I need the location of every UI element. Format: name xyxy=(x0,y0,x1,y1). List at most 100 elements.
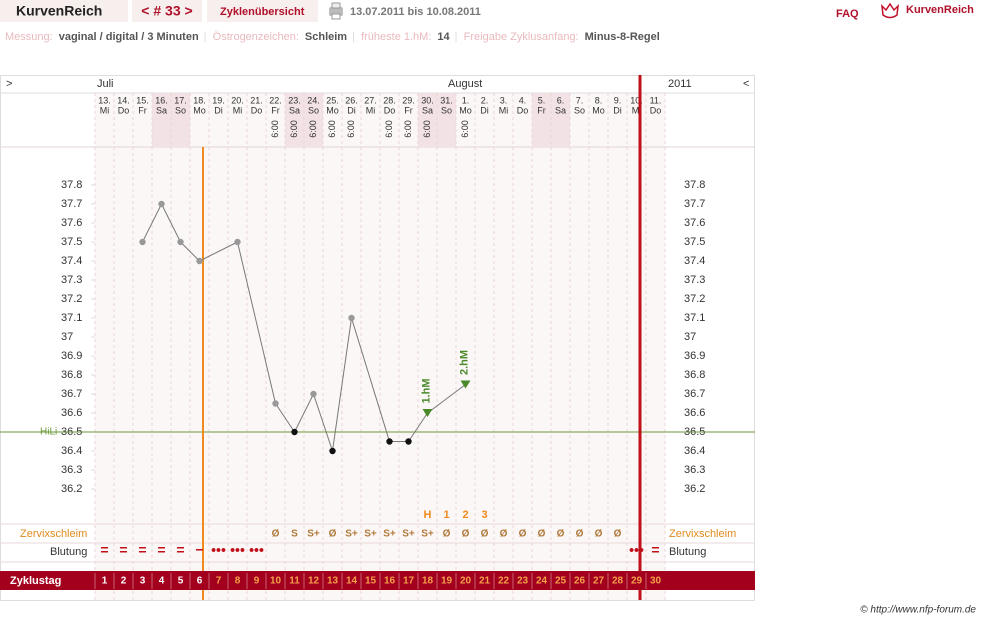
nav-next[interactable]: < xyxy=(743,78,749,90)
overview-tab[interactable] xyxy=(207,0,318,22)
cycle-day: 30 xyxy=(650,576,662,587)
weekday: Sa xyxy=(289,105,300,115)
weekday: Do xyxy=(118,105,130,115)
info-label: Östrogenzeichen: xyxy=(213,31,299,43)
measure-time: 6:00 xyxy=(346,120,356,138)
cycle-day: 3 xyxy=(140,576,146,587)
mucus-symbol: S+ xyxy=(402,529,415,540)
brand: KurvenReich xyxy=(16,3,102,19)
overview-link[interactable]: Zyklenübersicht xyxy=(220,6,305,18)
row-label: Zyklustag xyxy=(10,575,61,587)
y-tick-label-right: 36.4 xyxy=(684,445,705,457)
coverline-label: HiLi xyxy=(40,427,57,438)
temp-point xyxy=(158,200,165,208)
day-number: 20. xyxy=(231,95,244,105)
year-label: 2011 xyxy=(668,78,692,90)
cycle-day: 29 xyxy=(631,576,643,587)
weekend-shade xyxy=(304,93,323,147)
curve-segment xyxy=(332,317,352,452)
day-number: 9. xyxy=(614,95,622,105)
weekday: So xyxy=(175,105,186,115)
day-number: 15. xyxy=(136,95,149,105)
day-number: 22. xyxy=(269,95,282,105)
cycle-day: 1 xyxy=(102,576,108,587)
mucus-symbol: Ø xyxy=(462,529,470,540)
cycle-day: 24 xyxy=(536,576,548,587)
y-tick-label: 37.8 xyxy=(61,179,82,191)
cycle-day: 22 xyxy=(498,576,510,587)
day-number: 29. xyxy=(402,95,415,105)
temp-point xyxy=(405,438,412,445)
mucus-symbol: Ø xyxy=(557,529,565,540)
info-label: Freigabe Zyklusanfang: xyxy=(464,31,579,43)
cycle-nav[interactable]: < # 33 > xyxy=(141,3,192,19)
bleeding-symbol: = xyxy=(138,542,146,558)
mucus-symbol: Ø xyxy=(481,529,489,540)
weekend-shade xyxy=(437,93,456,147)
day-number: 14. xyxy=(117,95,130,105)
measure-time: 6:00 xyxy=(270,120,280,138)
measure-time: 6:00 xyxy=(384,120,394,138)
nav-prev[interactable]: > xyxy=(6,78,12,90)
weekday: Fr xyxy=(138,105,147,115)
y-tick-label: 37.7 xyxy=(61,198,82,210)
info-value: vaginal / digital / 3 Minuten xyxy=(59,31,199,43)
weekday: Di xyxy=(613,105,622,115)
mucus-symbol: S+ xyxy=(421,529,434,540)
nav-tab[interactable] xyxy=(132,0,202,22)
measure-time: 6:00 xyxy=(327,120,337,138)
faq-link[interactable]: FAQ xyxy=(836,8,859,20)
measure-time: 6:00 xyxy=(289,120,299,138)
curve-segment xyxy=(351,317,390,442)
y-tick-label-right: 37.7 xyxy=(684,198,705,210)
date-range: 13.07.2011 bis 10.08.2011 xyxy=(350,6,481,18)
mucus-symbol: Ø xyxy=(329,529,337,540)
cycle-day: 14 xyxy=(346,576,358,587)
temp-point xyxy=(177,238,184,246)
weekday: Mi xyxy=(233,105,243,115)
y-tick-label: 37.3 xyxy=(61,274,82,286)
day-number: 11. xyxy=(650,95,662,105)
day-number: 7. xyxy=(576,95,584,105)
curve-segment xyxy=(199,241,238,262)
day-number: 19. xyxy=(212,95,225,105)
logo-text[interactable]: KurvenReich xyxy=(906,4,974,16)
y-tick-label-right: 36.6 xyxy=(684,407,705,419)
temp-point xyxy=(386,438,393,445)
y-tick-label-right: 37.1 xyxy=(684,312,705,324)
cycle-day: 28 xyxy=(612,576,624,587)
cycle-day: 5 xyxy=(178,576,184,587)
mucus-symbol: Ø xyxy=(538,529,546,540)
day-number: 10. xyxy=(630,95,643,105)
y-tick-label-right: 37.6 xyxy=(684,217,705,229)
info-value: 14 xyxy=(437,31,450,43)
curve-segment xyxy=(180,241,200,262)
cycle-day: 9 xyxy=(254,576,260,587)
y-tick-label: 37.2 xyxy=(61,293,82,305)
curve-segment xyxy=(313,393,333,452)
day-number: 27. xyxy=(364,95,377,105)
day-number: 30. xyxy=(421,95,434,105)
logo-icon xyxy=(881,2,899,19)
day-number: 4. xyxy=(519,95,527,105)
bleeding-symbol: ••• xyxy=(629,542,644,558)
y-tick-label-right: 37.5 xyxy=(684,236,705,248)
y-tick-label-right: 36.8 xyxy=(684,369,705,381)
weekday: Do xyxy=(251,105,263,115)
y-tick-label: 36.9 xyxy=(61,350,82,362)
mucus-symbol: S+ xyxy=(345,529,358,540)
footer: © http://www.nfp-forum.de xyxy=(860,605,976,616)
weekday: Sa xyxy=(422,105,433,115)
y-tick-label: 36.4 xyxy=(61,445,82,457)
peak-count: 3 xyxy=(481,509,487,521)
print-icon[interactable] xyxy=(329,2,343,20)
weekday: Mi xyxy=(499,105,509,115)
cycle-day-bar xyxy=(0,571,755,590)
curve-segment xyxy=(142,203,162,243)
curve-segment xyxy=(427,384,466,414)
cycle-day: 8 xyxy=(235,576,241,587)
weekday: Do xyxy=(517,105,529,115)
info-value: Schleim xyxy=(305,31,347,43)
separator: | xyxy=(455,31,458,43)
